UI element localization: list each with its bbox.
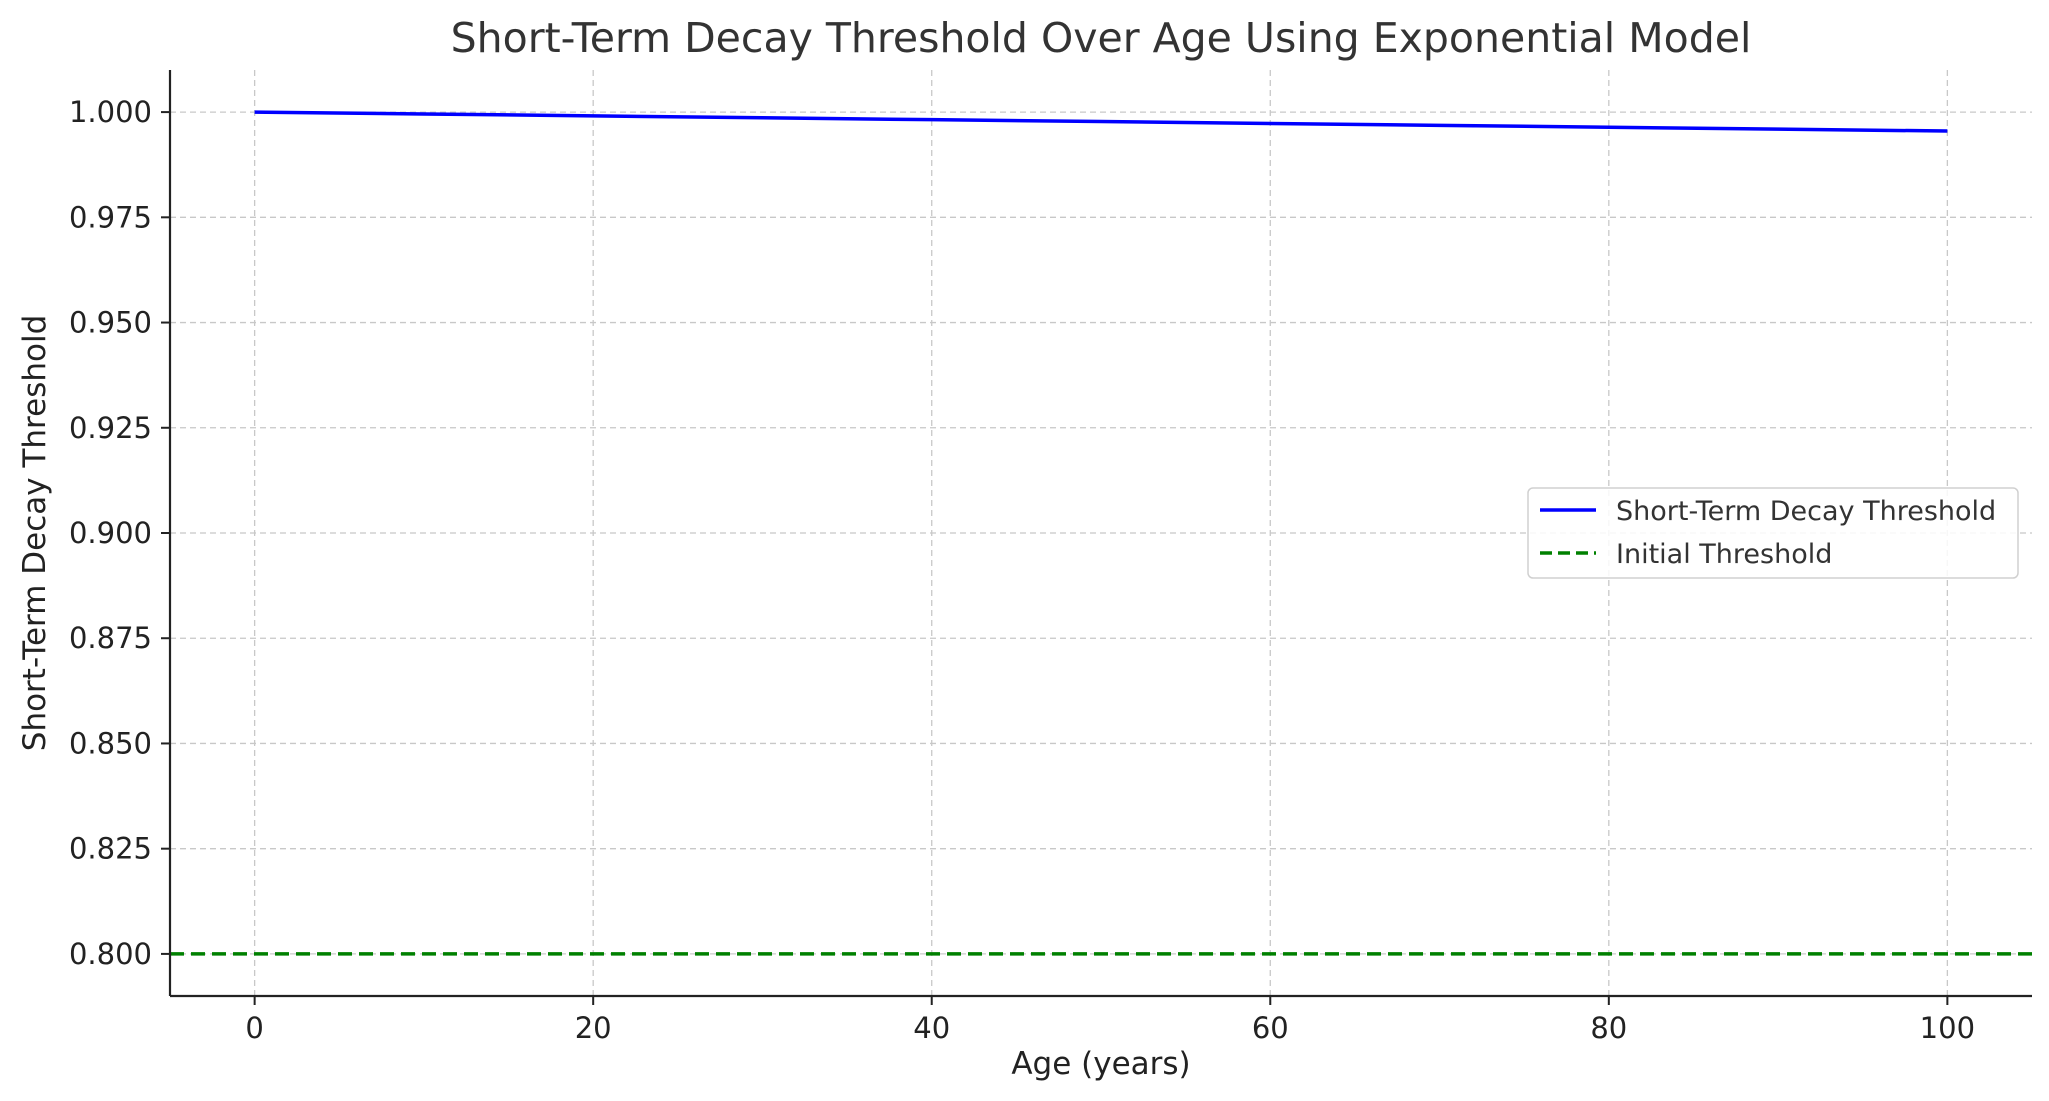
legend-frame xyxy=(1527,487,2019,579)
y-tick-label: 0.800 xyxy=(69,937,152,971)
x-tick-label: 0 xyxy=(245,1011,263,1045)
x-tick-label: 20 xyxy=(575,1011,612,1045)
x-axis-label: Age (years) xyxy=(1011,1046,1190,1082)
x-tick-label: 60 xyxy=(1252,1011,1289,1045)
x-tick-label: 100 xyxy=(1920,1011,1975,1045)
legend: Short-Term Decay Threshold Initial Thresh… xyxy=(1527,487,2019,579)
y-axis-label: Short-Term Decay Threshold xyxy=(17,315,53,751)
y-tick-label: 0.975 xyxy=(69,200,152,234)
tick-labels: 0 20 40 60 80 100 0.800 0.825 0.850 0.875 0.900 0.9… xyxy=(69,95,1975,1045)
x-tick-label: 40 xyxy=(913,1011,950,1045)
series-line-decay-threshold xyxy=(254,110,1948,133)
y-tick-label: 0.925 xyxy=(69,411,152,445)
y-tick-label: 1.000 xyxy=(69,95,152,129)
chart-title: Short-Term Decay Threshold Over Age Usin… xyxy=(451,14,1752,62)
x-tick-label: 80 xyxy=(1590,1011,1627,1045)
y-tick-label: 0.950 xyxy=(69,306,152,340)
y-tick-label: 0.825 xyxy=(69,832,152,866)
y-tick-label: 0.900 xyxy=(69,516,152,550)
legend-label: Initial Threshold xyxy=(1616,539,1832,570)
y-tick-label: 0.850 xyxy=(69,726,152,760)
series-layer xyxy=(170,110,2032,956)
legend-label: Short-Term Decay Threshold xyxy=(1616,496,1996,527)
y-tick-label: 0.875 xyxy=(69,621,152,655)
